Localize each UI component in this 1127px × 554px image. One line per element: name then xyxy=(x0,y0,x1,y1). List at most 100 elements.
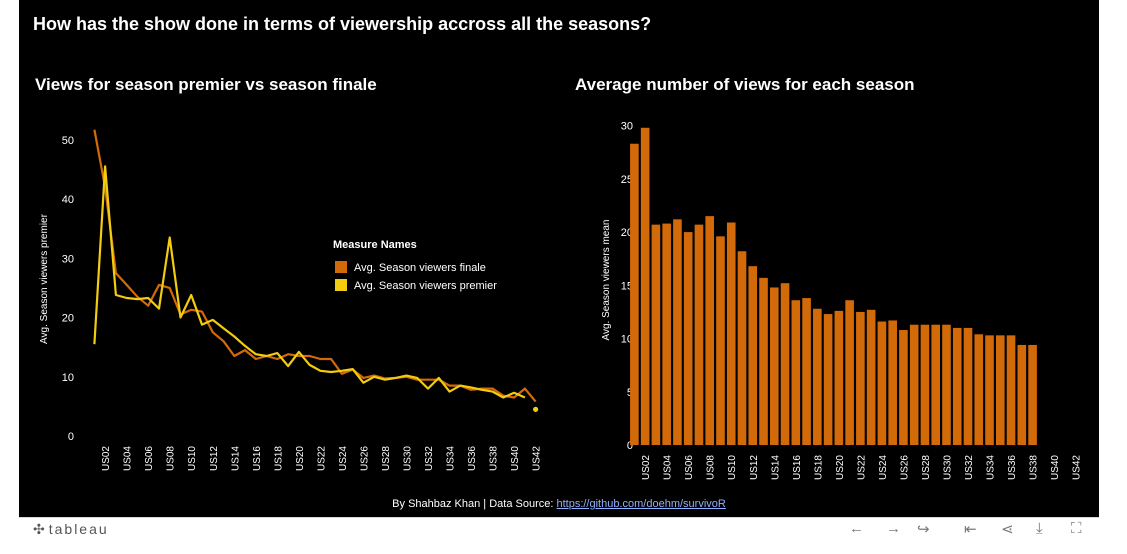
dashboard: How has the show done in terms of viewer… xyxy=(19,0,1099,517)
x-tick-label: US34 xyxy=(446,446,457,471)
x-tick-label: US20 xyxy=(835,455,846,480)
bar-us26 xyxy=(899,330,908,445)
x-tick-label: US08 xyxy=(706,455,717,480)
bar-us05 xyxy=(673,219,682,445)
x-tick-label: US32 xyxy=(964,455,975,480)
x-tick-label: US28 xyxy=(921,455,932,480)
y-tick-label: 5 xyxy=(627,387,633,399)
undo-icon[interactable]: ← xyxy=(849,520,864,537)
revert-icon[interactable]: ↪ xyxy=(917,521,930,538)
bar-us06 xyxy=(683,232,693,445)
y-tick-label: 20 xyxy=(62,313,74,325)
x-tick-label: US22 xyxy=(316,446,327,471)
bar-us18 xyxy=(813,308,822,445)
x-tick-label: US14 xyxy=(230,446,241,471)
bar-us32 xyxy=(963,327,973,445)
x-tick-label: US24 xyxy=(878,455,889,480)
dashboard-title: How has the show done in terms of viewer… xyxy=(33,14,652,34)
legend-entry-label: Avg. Season viewers premier xyxy=(354,280,497,292)
x-tick-label: US24 xyxy=(338,446,349,471)
bar-us11 xyxy=(737,251,747,445)
x-tick-label: US16 xyxy=(252,446,263,471)
x-tick-label: US40 xyxy=(1050,455,1061,480)
y-tick-label: 30 xyxy=(62,253,74,265)
bar-us23 xyxy=(866,309,876,445)
x-tick-label: US28 xyxy=(381,446,392,471)
y-tick-label: 10 xyxy=(621,334,633,346)
x-tick-label: US04 xyxy=(123,446,134,471)
legend-title: Measure Names xyxy=(333,239,417,251)
tableau-logo: ✣ tableau xyxy=(33,521,109,537)
bar-us03 xyxy=(651,224,661,445)
bar-us25 xyxy=(888,320,897,445)
x-tick-label: US18 xyxy=(813,455,824,480)
x-tick-label: US38 xyxy=(489,446,500,471)
bar-us09 xyxy=(716,236,725,445)
bar-us04 xyxy=(662,223,671,445)
credit-text: By Shahbaz Khan | Data Source: xyxy=(392,498,557,510)
bar-us19 xyxy=(823,314,833,445)
reset-icon[interactable]: ⇤ xyxy=(964,521,977,538)
x-tick-label: US32 xyxy=(424,446,435,471)
x-tick-label: US06 xyxy=(684,455,695,480)
x-tick-label: US16 xyxy=(792,455,803,480)
bar-us22 xyxy=(856,311,865,445)
y-tick-label: 25 xyxy=(621,174,633,186)
share-icon[interactable]: ⋖ xyxy=(1001,521,1014,538)
x-tick-label: US12 xyxy=(209,446,220,471)
x-tick-label: US14 xyxy=(770,455,781,480)
x-tick-label: US10 xyxy=(187,446,198,471)
x-tick-label: US12 xyxy=(749,455,760,480)
bar-us31 xyxy=(952,327,962,445)
tableau-logo-text: tableau xyxy=(48,521,109,537)
credit-line: By Shahbaz Khan | Data Source: https://g… xyxy=(19,498,1099,510)
bar-us24 xyxy=(877,321,887,445)
x-tick-label: US36 xyxy=(1007,455,1018,480)
legend-swatch xyxy=(335,261,347,273)
x-tick-label: US30 xyxy=(402,446,413,471)
x-tick-label: US06 xyxy=(144,446,155,471)
bar-us30 xyxy=(942,324,951,445)
y-tick-label: 0 xyxy=(68,431,74,443)
bar-us01 xyxy=(630,143,639,445)
fullscreen-icon[interactable]: ⛶ xyxy=(1071,520,1082,537)
x-tick-label: US42 xyxy=(1072,455,1083,480)
bar-us29 xyxy=(931,324,941,445)
x-tick-label: US26 xyxy=(359,446,370,471)
bar-us15 xyxy=(780,283,790,445)
x-tick-label: US10 xyxy=(727,455,738,480)
x-tick-label: US36 xyxy=(467,446,478,471)
y-tick-label: 30 xyxy=(621,121,633,133)
bar-us21 xyxy=(845,300,854,445)
x-tick-label: US08 xyxy=(166,446,177,471)
bar-us33 xyxy=(974,334,984,445)
bar-us12 xyxy=(748,266,758,445)
data-source-link[interactable]: https://github.com/doehm/survivoR xyxy=(556,498,726,510)
bar-us02 xyxy=(640,127,650,445)
x-tick-label: US02 xyxy=(641,455,652,480)
redo-icon[interactable]: → xyxy=(886,520,901,537)
y-tick-label: 15 xyxy=(621,280,633,292)
legend-swatch xyxy=(335,279,347,291)
premier-series-line xyxy=(93,165,526,399)
y-tick-label: 20 xyxy=(621,227,633,239)
x-tick-label: US26 xyxy=(899,455,910,480)
x-tick-label: US02 xyxy=(101,446,112,471)
bar-us14 xyxy=(769,287,779,445)
legend-entry-label: Avg. Season viewers finale xyxy=(354,262,486,274)
bar-chart[interactable]: Avg. Season viewers mean 0 5 10 15 20 25 30 US02… xyxy=(559,100,1089,500)
y-axis-label: Avg. Season viewers premier xyxy=(39,213,50,344)
x-tick-label: US38 xyxy=(1029,455,1040,480)
bar-us27 xyxy=(909,324,919,445)
bar-us10 xyxy=(726,222,736,445)
line-chart-title: Views for season premier vs season final… xyxy=(35,75,377,94)
download-icon[interactable]: ⤓ xyxy=(1036,520,1043,537)
bar-us34 xyxy=(985,335,994,445)
bar-us35 xyxy=(995,335,1005,445)
bar-us37 xyxy=(1017,344,1027,445)
x-tick-label: US42 xyxy=(532,446,543,471)
x-tick-label: US18 xyxy=(273,446,284,471)
y-tick-label: 0 xyxy=(627,440,633,452)
line-chart[interactable]: Avg. Season viewers premier 0 10 20 30 40 50 US… xyxy=(19,100,559,500)
y-tick-label: 10 xyxy=(62,372,74,384)
